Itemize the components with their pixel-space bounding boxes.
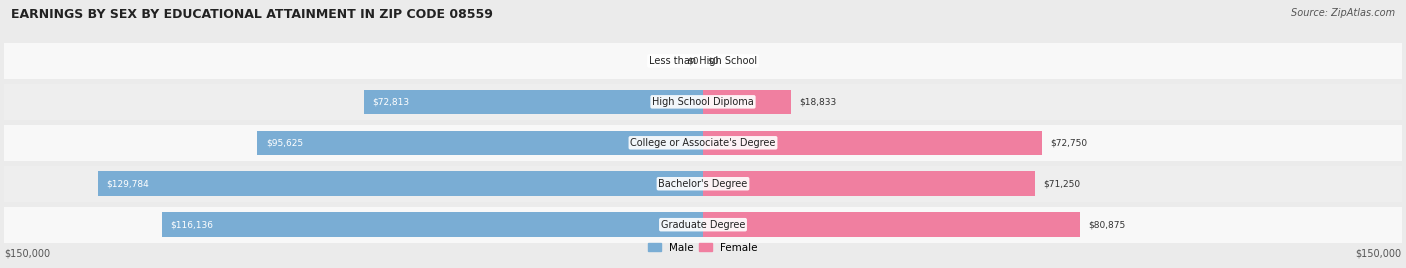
Bar bbox=[364, 90, 703, 114]
Text: $0: $0 bbox=[707, 56, 718, 65]
Bar bbox=[4, 84, 1402, 120]
Bar bbox=[4, 207, 1402, 243]
Text: $116,136: $116,136 bbox=[170, 220, 214, 229]
Bar bbox=[703, 172, 1035, 196]
Bar bbox=[98, 172, 703, 196]
Text: Graduate Degree: Graduate Degree bbox=[661, 220, 745, 230]
Bar bbox=[703, 90, 790, 114]
Bar bbox=[4, 125, 1402, 161]
Text: Source: ZipAtlas.com: Source: ZipAtlas.com bbox=[1291, 8, 1395, 18]
Text: College or Associate's Degree: College or Associate's Degree bbox=[630, 138, 776, 148]
Bar bbox=[703, 131, 1042, 155]
Bar bbox=[162, 213, 703, 237]
Text: $0: $0 bbox=[688, 56, 699, 65]
Legend: Male, Female: Male, Female bbox=[648, 243, 758, 252]
Text: $72,750: $72,750 bbox=[1050, 138, 1087, 147]
Text: $80,875: $80,875 bbox=[1088, 220, 1125, 229]
Text: $129,784: $129,784 bbox=[107, 179, 149, 188]
Text: $72,813: $72,813 bbox=[373, 97, 409, 106]
Bar bbox=[257, 131, 703, 155]
Text: $18,833: $18,833 bbox=[799, 97, 837, 106]
Text: Bachelor's Degree: Bachelor's Degree bbox=[658, 179, 748, 189]
Text: Less than High School: Less than High School bbox=[650, 56, 756, 66]
Text: $71,250: $71,250 bbox=[1043, 179, 1080, 188]
Bar bbox=[4, 166, 1402, 202]
Text: High School Diploma: High School Diploma bbox=[652, 97, 754, 107]
Text: $150,000: $150,000 bbox=[4, 248, 51, 258]
Bar bbox=[703, 213, 1080, 237]
Bar bbox=[4, 43, 1402, 79]
Text: EARNINGS BY SEX BY EDUCATIONAL ATTAINMENT IN ZIP CODE 08559: EARNINGS BY SEX BY EDUCATIONAL ATTAINMEN… bbox=[11, 8, 494, 21]
Text: $150,000: $150,000 bbox=[1355, 248, 1402, 258]
Text: $95,625: $95,625 bbox=[266, 138, 304, 147]
